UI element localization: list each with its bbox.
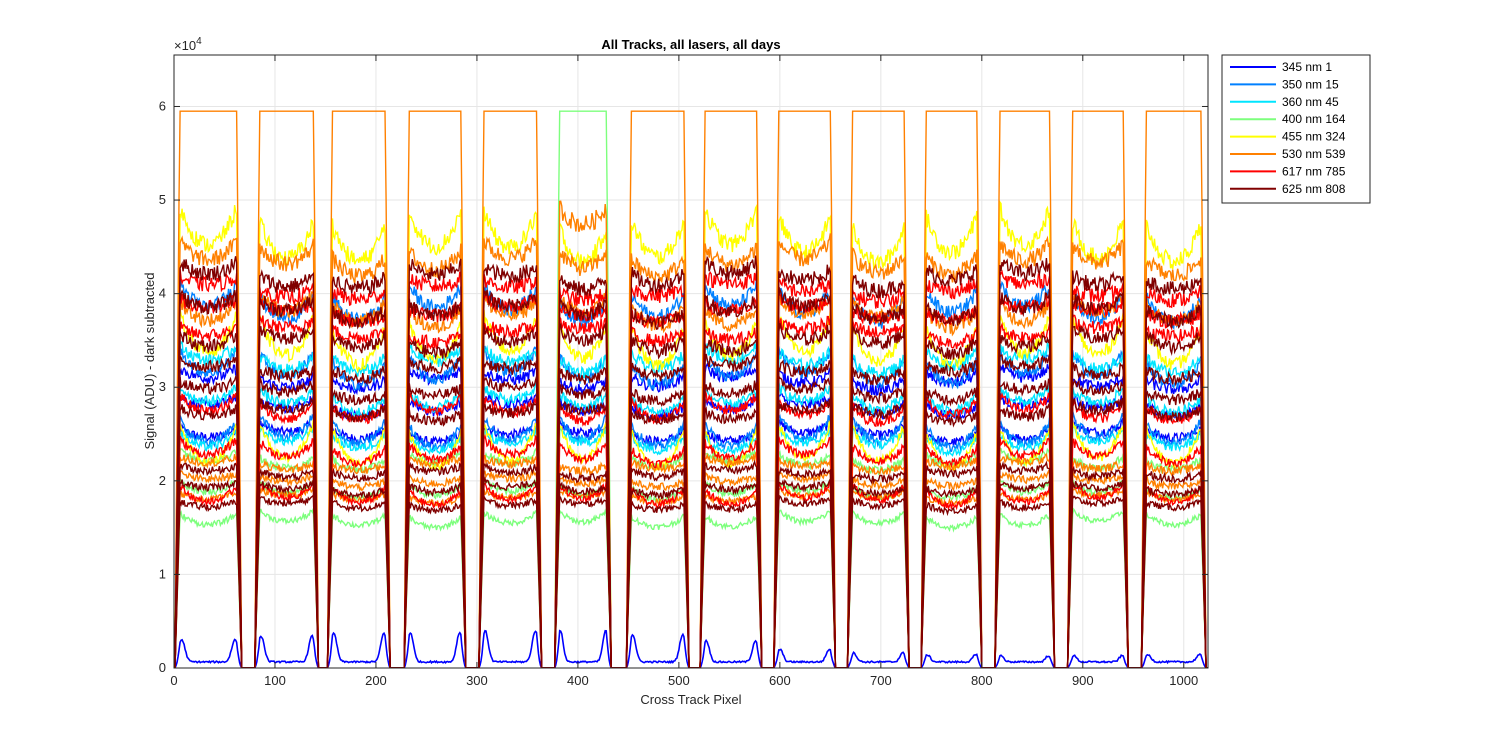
series-line — [174, 314, 1208, 668]
series-line — [174, 373, 1208, 668]
x-tick-label: 1000 — [1169, 673, 1198, 688]
x-tick-label: 400 — [567, 673, 589, 688]
series-line — [174, 353, 1208, 668]
series-line — [174, 423, 1208, 668]
x-tick-label: 900 — [1072, 673, 1094, 688]
ticks — [173, 55, 1208, 669]
legend-label: 400 nm 164 — [1282, 112, 1346, 126]
x-tick-label: 700 — [870, 673, 892, 688]
series-line — [174, 255, 1208, 668]
y-tick-label: 4 — [159, 286, 166, 301]
x-axis-label: Cross Track Pixel — [640, 692, 741, 707]
series-line — [174, 507, 1208, 668]
legend: 345 nm 1 350 nm 15 360 nm 45 400 nm 164 455 … — [1221, 54, 1371, 204]
y-exponent-label: ×104 — [174, 36, 202, 53]
legend-label: 345 nm 1 — [1282, 60, 1332, 74]
series-line — [174, 286, 1208, 668]
y-tick-label: 3 — [159, 379, 166, 394]
x-tick-label: 500 — [668, 673, 690, 688]
x-tick-label: 0 — [170, 673, 177, 688]
legend-label: 350 nm 15 — [1282, 77, 1339, 91]
series-low-line — [174, 629, 1208, 668]
y-tick-label: 5 — [159, 192, 166, 207]
series-line — [174, 417, 1208, 668]
series-line — [174, 433, 1208, 668]
series-line — [174, 110, 1208, 668]
y-axis-label: Signal (ADU) - dark subtracted — [142, 272, 157, 449]
legend-label: 617 nm 785 — [1282, 164, 1346, 178]
series-7 — [174, 255, 1208, 668]
series-line — [174, 200, 1208, 668]
legend-box — [1221, 54, 1371, 204]
series-line — [174, 362, 1208, 668]
series-line — [174, 233, 1208, 668]
legend-label: 530 nm 539 — [1282, 147, 1346, 161]
series-line — [174, 277, 1208, 668]
series-5 — [174, 110, 1208, 668]
y-tick-label: 1 — [159, 566, 166, 581]
y-exponent-power: 4 — [196, 36, 202, 47]
x-tick-label: 200 — [365, 673, 387, 688]
series-lines — [174, 110, 1208, 668]
series-line — [174, 478, 1208, 668]
x-tick-label: 100 — [264, 673, 286, 688]
tick-labels: 0 100 200 300 400 500 600 700 800 900 1000 0 1 2 3 4 5 6 — [159, 98, 1198, 688]
plot-frame — [173, 54, 1209, 669]
series-line — [174, 286, 1208, 668]
series-line — [174, 476, 1208, 668]
series-line — [174, 340, 1208, 668]
x-tick-label: 600 — [769, 673, 791, 688]
y-exponent-base: ×10 — [174, 38, 196, 53]
chart-title: All Tracks, all lasers, all days — [601, 37, 780, 52]
legend-label: 360 nm 45 — [1282, 95, 1339, 109]
series-line — [174, 411, 1208, 668]
x-tick-label: 300 — [466, 673, 488, 688]
series-line — [174, 451, 1208, 668]
y-tick-label: 0 — [159, 660, 166, 675]
series-line — [174, 322, 1208, 668]
legend-label: 455 nm 324 — [1282, 130, 1346, 144]
series-line — [174, 485, 1208, 668]
series-line — [174, 467, 1208, 668]
y-tick-label: 2 — [159, 473, 166, 488]
series-line — [174, 493, 1208, 668]
series-line — [174, 397, 1208, 668]
series-line — [174, 459, 1208, 668]
series-line — [174, 269, 1208, 668]
x-tick-label: 800 — [971, 673, 993, 688]
y-tick-label: 6 — [159, 98, 166, 113]
legend-label: 625 nm 808 — [1282, 182, 1346, 196]
